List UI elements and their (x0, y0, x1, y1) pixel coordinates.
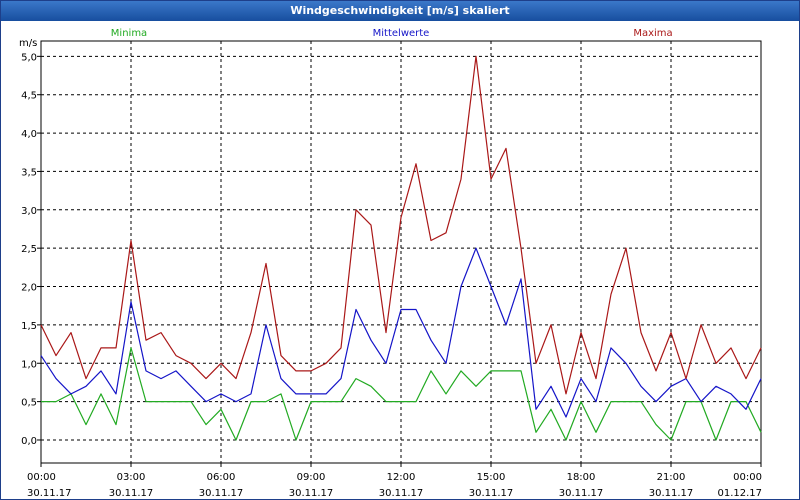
y-tick-label: 4,5 (21, 91, 37, 102)
series-line-minima (41, 347, 762, 441)
x-tick-date-label: 30.11.17 (27, 488, 72, 499)
x-tick-time-label: 00:00 (27, 472, 56, 483)
x-tick-time-label: 03:00 (117, 472, 146, 483)
x-tick-time-label: 00:00 (733, 472, 762, 483)
y-tick-label: 1,5 (21, 321, 37, 332)
line-chart: 0,0 0,5 1,0 1,5 2,0 2,5 3,0 3,5 4,0 4,5 5,0 00:00 30… (19, 28, 762, 499)
x-tick-date-label: 30.11.17 (289, 488, 334, 499)
series-line-mittelwerte (40, 247, 762, 418)
legend-label-maxima: Maxima (633, 28, 672, 39)
x-tick-date-label: 30.11.17 (109, 488, 154, 499)
y-tick-label: 2,0 (21, 283, 37, 294)
y-axis-label: m/s (19, 38, 37, 49)
x-tick-date-label: 30.11.17 (199, 488, 244, 499)
window-title: Windgeschwindigkeit [m/s] skaliert (1, 1, 799, 21)
series-line-maxima (40, 55, 762, 395)
y-tick-label: 0,5 (21, 398, 37, 409)
legend-label-mittelwerte: Mittelwerte (373, 28, 430, 39)
y-tick-label: 3,5 (21, 167, 37, 178)
y-tick-label: 2,5 (21, 244, 37, 255)
y-tick-label: 0,0 (21, 436, 37, 447)
y-tick-label: 4,0 (21, 129, 37, 140)
y-tick-label: 5,0 (21, 52, 37, 63)
x-tick-date-label: 30.11.17 (559, 488, 604, 499)
x-tick-time-label: 18:00 (567, 472, 596, 483)
x-tick-date-label: 30.11.17 (379, 488, 424, 499)
x-tick-date-label: 30.11.17 (469, 488, 514, 499)
y-tick-label: 3,0 (21, 206, 37, 217)
x-tick-time-label: 21:00 (657, 472, 686, 483)
x-tick-date-label: 30.11.17 (649, 488, 694, 499)
x-tick-time-label: 09:00 (297, 472, 326, 483)
legend: Minima Mittelwerte Maxima (111, 28, 673, 39)
series (40, 55, 762, 441)
y-tick-label: 1,0 (21, 359, 37, 370)
x-tick-date-label: 01.12.17 (717, 488, 762, 499)
legend-label-minima: Minima (111, 28, 147, 39)
x-tick-time-label: 15:00 (477, 472, 506, 483)
x-tick-time-label: 06:00 (207, 472, 236, 483)
grid (41, 41, 761, 463)
x-tick-time-label: 12:00 (387, 472, 416, 483)
axes: 0,0 0,5 1,0 1,5 2,0 2,5 3,0 3,5 4,0 4,5 5,0 00:00 30… (21, 52, 762, 499)
